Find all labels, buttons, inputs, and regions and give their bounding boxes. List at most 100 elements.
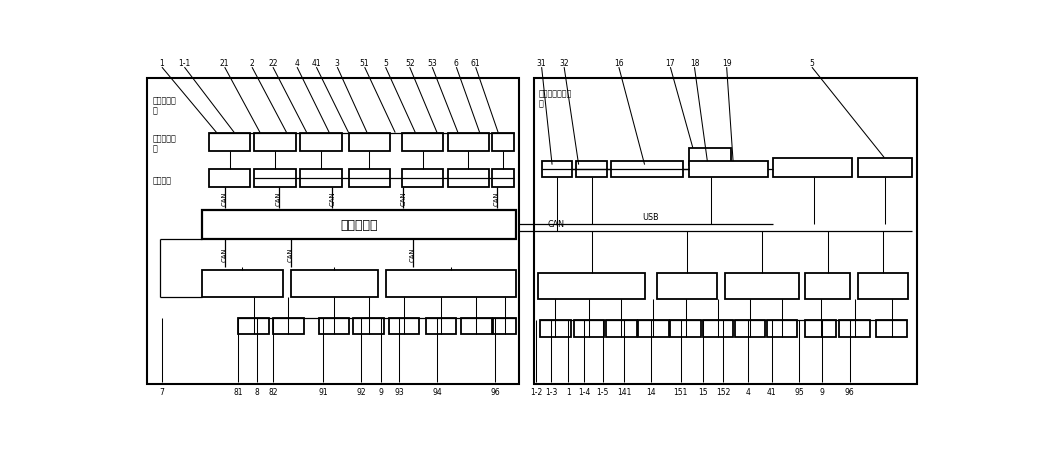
Text: 32: 32 [559,59,569,68]
Text: 1-2: 1-2 [529,387,542,396]
Text: 18: 18 [689,59,700,68]
FancyBboxPatch shape [300,170,343,188]
Text: 4: 4 [295,59,300,68]
Text: 15: 15 [698,387,707,396]
FancyBboxPatch shape [319,318,350,335]
Text: 31: 31 [537,59,546,68]
Text: 53: 53 [428,59,437,68]
Text: USB: USB [643,212,659,221]
FancyBboxPatch shape [534,78,917,384]
FancyBboxPatch shape [767,321,797,337]
Text: 6: 6 [454,59,459,68]
FancyBboxPatch shape [447,170,489,188]
Text: 151: 151 [674,387,688,396]
FancyBboxPatch shape [773,158,852,177]
Text: 152: 152 [716,387,731,396]
Text: 1-3: 1-3 [545,387,557,396]
FancyBboxPatch shape [689,162,768,177]
Text: 1-4: 1-4 [578,387,591,396]
FancyBboxPatch shape [273,318,303,335]
FancyBboxPatch shape [202,210,516,240]
FancyBboxPatch shape [492,133,514,152]
FancyBboxPatch shape [576,162,607,177]
Text: CAN: CAN [548,220,565,229]
Text: 9: 9 [378,387,383,396]
Text: 传感执行器
层: 传感执行器 层 [153,134,176,153]
FancyBboxPatch shape [402,170,443,188]
FancyBboxPatch shape [291,270,378,297]
Text: 41: 41 [767,387,776,396]
Text: CAN: CAN [222,191,227,206]
Text: 2: 2 [250,59,254,68]
FancyBboxPatch shape [857,273,907,299]
FancyBboxPatch shape [447,133,489,152]
FancyBboxPatch shape [385,270,516,297]
Text: 21: 21 [220,59,229,68]
Text: 9: 9 [819,387,824,396]
FancyBboxPatch shape [493,318,516,335]
Text: 94: 94 [432,387,442,396]
FancyBboxPatch shape [610,162,683,177]
Text: 52: 52 [405,59,414,68]
Text: 96: 96 [490,387,500,396]
Text: 3: 3 [335,59,339,68]
FancyBboxPatch shape [876,321,907,337]
Text: 16: 16 [614,59,624,68]
FancyBboxPatch shape [857,158,912,177]
FancyBboxPatch shape [349,133,390,152]
FancyBboxPatch shape [542,162,572,177]
FancyBboxPatch shape [805,273,850,299]
FancyBboxPatch shape [209,133,250,152]
Text: 51: 51 [360,59,370,68]
Text: 1: 1 [566,387,571,396]
Text: 14: 14 [647,387,656,396]
Text: 4: 4 [745,387,750,396]
Text: 95: 95 [794,387,803,396]
FancyBboxPatch shape [426,318,457,335]
FancyBboxPatch shape [492,170,514,188]
FancyBboxPatch shape [725,273,799,299]
FancyBboxPatch shape [539,273,645,299]
FancyBboxPatch shape [254,170,296,188]
FancyBboxPatch shape [461,318,492,335]
Text: 91: 91 [318,387,328,396]
FancyBboxPatch shape [840,321,870,337]
FancyBboxPatch shape [638,321,668,337]
FancyBboxPatch shape [606,321,636,337]
Text: 1-1: 1-1 [179,59,191,68]
Text: CAN: CAN [410,246,416,261]
Text: 1: 1 [160,59,164,68]
Text: 5: 5 [810,59,815,68]
FancyBboxPatch shape [349,170,390,188]
Text: 82: 82 [268,387,278,396]
Text: 7: 7 [160,387,164,396]
Text: 5: 5 [383,59,388,68]
Text: 19: 19 [721,59,732,68]
FancyBboxPatch shape [353,318,384,335]
Text: 控制器层: 控制器层 [153,175,171,184]
Text: 火情报警反馈单
元: 火情报警反馈单 元 [539,89,572,108]
FancyBboxPatch shape [300,133,343,152]
FancyBboxPatch shape [735,321,765,337]
Text: 141: 141 [618,387,632,396]
FancyBboxPatch shape [657,273,717,299]
Text: 41: 41 [311,59,321,68]
Text: 8: 8 [254,387,260,396]
FancyBboxPatch shape [254,133,296,152]
FancyBboxPatch shape [689,148,731,165]
Text: CAN: CAN [275,191,281,206]
Text: 17: 17 [665,59,675,68]
Text: 车联网主机: 车联网主机 [340,219,378,232]
FancyBboxPatch shape [540,321,571,337]
FancyBboxPatch shape [209,170,250,188]
Text: 22: 22 [268,59,278,68]
Text: 93: 93 [394,387,404,396]
Text: 92: 92 [357,387,366,396]
Text: 火情监测单
元: 火情监测单 元 [153,96,176,115]
FancyBboxPatch shape [574,321,604,337]
FancyBboxPatch shape [402,133,443,152]
Text: 1-5: 1-5 [597,387,609,396]
FancyBboxPatch shape [703,321,733,337]
Text: CAN: CAN [222,246,227,261]
FancyBboxPatch shape [805,321,836,337]
